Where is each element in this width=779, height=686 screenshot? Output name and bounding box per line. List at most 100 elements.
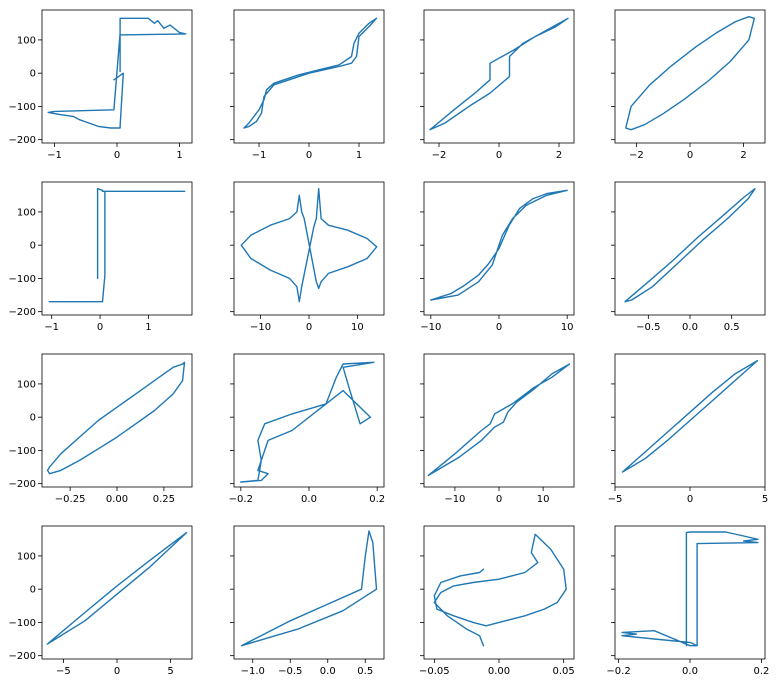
x-tick-label: −0.25 — [55, 494, 86, 505]
series-line — [240, 530, 378, 647]
y-tick-label: 0 — [30, 241, 36, 252]
x-tick-label: 2 — [740, 150, 746, 161]
subplot-4-4: −0.2 0.0 0.2 — [606, 525, 769, 677]
series-line — [46, 361, 186, 475]
y-tick-label: −100 — [9, 274, 36, 285]
x-tick-label: −0.5 — [636, 322, 660, 333]
y-tick-label: 0 — [30, 69, 36, 80]
y-tick-label: −200 — [9, 479, 36, 490]
subplot-1-3: −2 0 2 — [420, 9, 575, 161]
x-tick-label: 5 — [762, 494, 768, 505]
x-tick-label: −0.05 — [419, 666, 450, 677]
series-line — [429, 17, 569, 131]
x-tick-label: 0.05 — [553, 666, 575, 677]
x-tick-label: −0.5 — [278, 666, 302, 677]
x-tick-label: 0.5 — [724, 322, 740, 333]
series-line — [433, 533, 567, 647]
x-tick-label: −10 — [420, 322, 441, 333]
x-tick-label: 1 — [356, 150, 362, 161]
x-tick-label: 0.00 — [106, 494, 128, 505]
subplot-4-2: −1.0 −0.5 0.0 0.5 — [230, 525, 385, 677]
x-tick-label: 0.0 — [320, 666, 336, 677]
y-tick-label: 100 — [17, 551, 36, 562]
y-tick-label: −200 — [9, 651, 36, 662]
subplot-1-1: −1 0 1 −200 −100 0 100 — [9, 9, 193, 161]
y-tick-label: 100 — [17, 207, 36, 218]
subplot-3-1: −0.25 0.00 0.25 −200 −100 0 100 — [9, 353, 193, 505]
series-line — [621, 531, 759, 647]
x-tick-label: 0.0 — [301, 494, 317, 505]
x-tick-label: −10 — [444, 494, 465, 505]
series-line — [430, 189, 568, 301]
x-tick-label: 0 — [306, 322, 312, 333]
x-tick-label: 0 — [687, 494, 693, 505]
x-tick-label: −0.2 — [229, 494, 253, 505]
series-line — [243, 17, 378, 129]
x-tick-label: 0.2 — [753, 666, 769, 677]
x-tick-label: 5 — [167, 666, 173, 677]
x-tick-label: 0 — [306, 150, 312, 161]
axes-frame — [233, 525, 385, 660]
x-tick-label: −2 — [432, 150, 447, 161]
subplot-3-3: −10 0 10 — [420, 353, 575, 505]
x-tick-label: 10 — [351, 322, 364, 333]
y-tick-label: 100 — [17, 379, 36, 390]
series-line — [48, 187, 186, 303]
x-tick-label: 2 — [556, 150, 562, 161]
x-tick-label: 0.2 — [369, 494, 385, 505]
axes-frame — [614, 181, 766, 316]
series-line — [621, 359, 759, 473]
subplot-4-1: −5 0 5 −200 −100 0 100 — [9, 525, 193, 677]
series-line — [46, 531, 188, 645]
series-line — [47, 17, 187, 129]
axes-frame — [41, 353, 193, 488]
x-tick-label: −1 — [47, 150, 62, 161]
x-tick-label: −5 — [56, 666, 71, 677]
series-line — [624, 187, 756, 303]
series-line — [240, 361, 375, 483]
y-tick-label: −100 — [9, 102, 36, 113]
x-tick-label: 0.00 — [488, 666, 510, 677]
x-tick-label: −1 — [44, 322, 59, 333]
subplot-3-2: −0.2 0.0 0.2 — [229, 353, 385, 505]
x-tick-label: 0 — [114, 666, 120, 677]
x-tick-label: 0 — [496, 322, 502, 333]
x-tick-label: 0.25 — [153, 494, 175, 505]
x-tick-label: 0 — [496, 150, 502, 161]
axes-frame — [233, 353, 385, 488]
subplot-3-4: −5 0 5 — [608, 353, 768, 505]
series-line — [427, 363, 571, 477]
subplot-2-3: −10 0 10 — [420, 181, 575, 333]
x-tick-label: 10 — [561, 322, 574, 333]
axes-frame — [614, 525, 766, 660]
axes-frame — [423, 9, 575, 144]
x-tick-label: 0 — [114, 150, 120, 161]
x-tick-label: 0.0 — [682, 666, 698, 677]
x-tick-label: −1.0 — [241, 666, 265, 677]
x-tick-label: −10 — [250, 322, 271, 333]
x-tick-label: 0 — [687, 150, 693, 161]
series-line — [625, 16, 755, 131]
x-tick-label: 0.0 — [682, 322, 698, 333]
subplot-2-1: −1 0 1 −200 −100 0 100 — [9, 181, 193, 333]
x-tick-label: 1 — [145, 322, 151, 333]
subplot-4-3: −0.05 0.00 0.05 — [419, 525, 575, 677]
y-tick-label: 100 — [17, 35, 36, 46]
axes-frame — [41, 181, 193, 316]
y-tick-label: −100 — [9, 618, 36, 629]
axes-frame — [423, 525, 575, 660]
subplot-2-4: −0.5 0.0 0.5 — [611, 181, 766, 333]
x-tick-label: 1 — [176, 150, 182, 161]
y-tick-label: 0 — [30, 413, 36, 424]
y-tick-label: −200 — [9, 307, 36, 318]
x-tick-label: 10 — [537, 494, 550, 505]
x-tick-label: 0 — [496, 494, 502, 505]
subplot-1-2: −1 0 1 — [230, 9, 385, 161]
axes-frame — [614, 9, 766, 144]
subplot-1-4: −2 0 2 — [611, 9, 766, 161]
y-tick-label: 0 — [30, 585, 36, 596]
x-tick-label: −1 — [252, 150, 267, 161]
series-line — [240, 187, 378, 303]
subplot-2-2: −10 0 10 — [230, 181, 385, 333]
